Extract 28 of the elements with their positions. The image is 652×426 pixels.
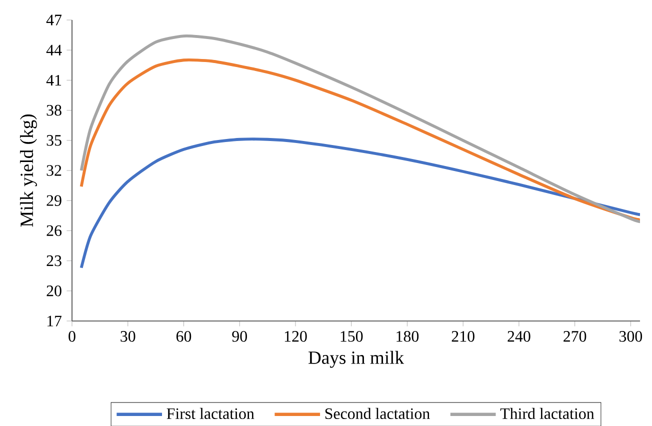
x-tick-label: 150 [340, 330, 363, 342]
x-tick-label: 270 [564, 330, 586, 342]
y-tick-label: 26 [46, 225, 62, 236]
y-tick-label: 17 [47, 315, 62, 326]
y-tick-label: 23 [46, 255, 62, 266]
legend-label: Second lactation [325, 408, 430, 419]
x-tick-label: 180 [396, 330, 419, 342]
x-tick-label: 300 [620, 330, 642, 342]
x-tick-label: 90 [232, 330, 247, 342]
y-tick-label: 44 [46, 44, 62, 56]
x-tick-label: 0 [68, 330, 76, 342]
y-tick-label: 20 [46, 285, 62, 296]
x-tick-label: 30 [120, 330, 136, 342]
x-tick-label: 240 [508, 330, 530, 342]
legend-label: Third lactation [500, 408, 594, 419]
y-tick-label: 32 [46, 164, 62, 176]
line-series [80, 137, 640, 270]
y-tick-label: 47 [46, 14, 62, 26]
y-axis-title: Milk yield (kg) [20, 114, 37, 227]
x-tick-label: 120 [284, 330, 307, 342]
x-tick-label: 60 [176, 330, 192, 342]
y-tick-label: 29 [46, 194, 62, 206]
legend-label: First lactation [166, 408, 254, 419]
y-tick-label: 41 [46, 74, 62, 86]
x-tick-label: 210 [452, 330, 474, 342]
y-tick-label: 35 [46, 134, 62, 146]
y-tick-label: 38 [46, 104, 62, 116]
x-axis-title: Days in milk [308, 350, 404, 368]
